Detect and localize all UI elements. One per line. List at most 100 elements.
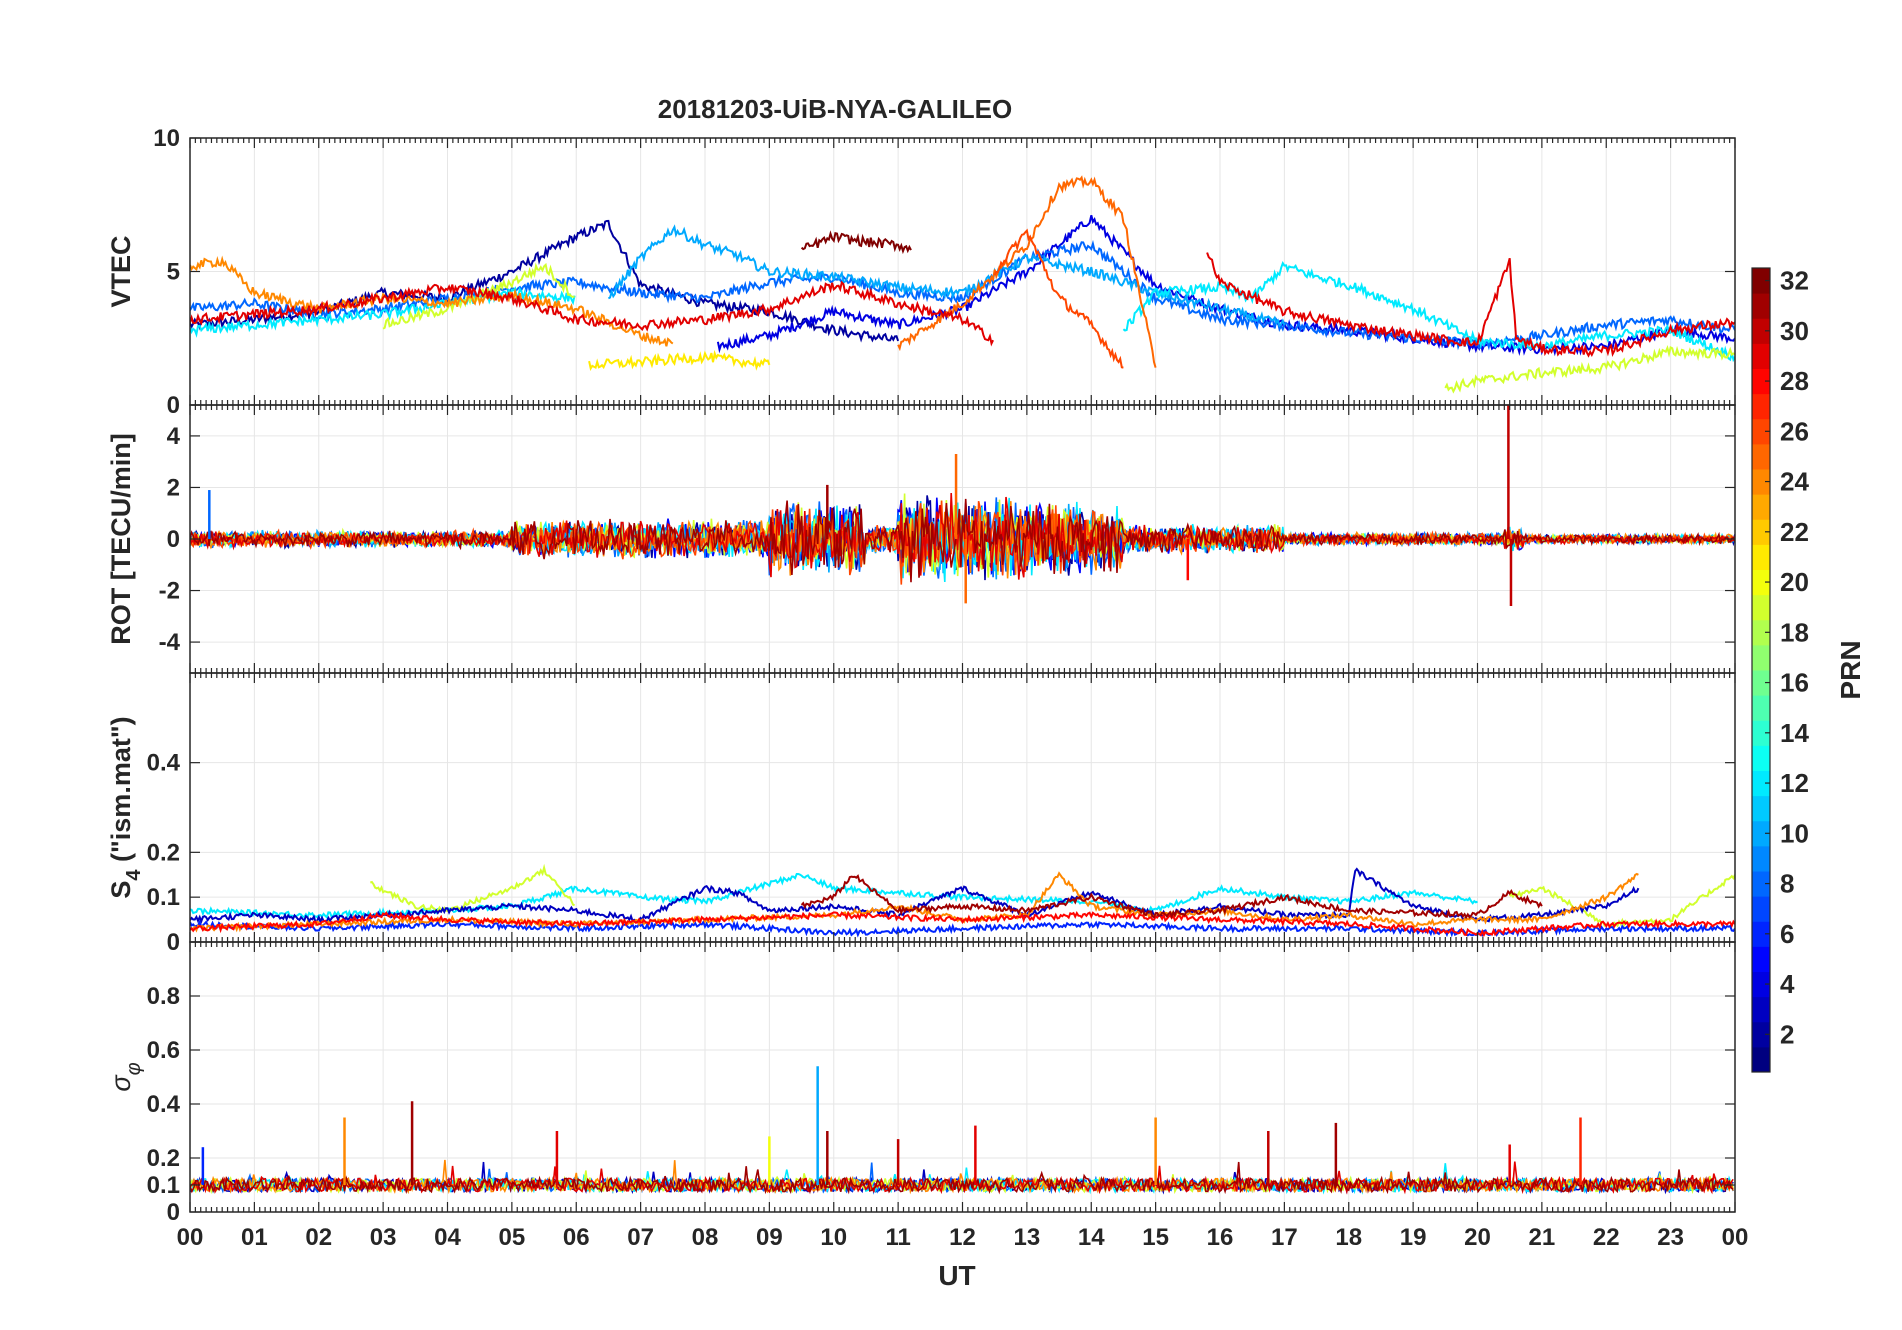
y-tick-label: 4	[167, 423, 181, 450]
x-tick-label: 07	[627, 1224, 654, 1251]
chart-title: 20181203-UiB-NYA-GALILEO	[658, 94, 1013, 124]
x-tick-label: 10	[820, 1224, 847, 1251]
colorbar-segment	[1752, 670, 1770, 696]
x-tick-label: 19	[1400, 1224, 1427, 1251]
series-prn-31	[190, 498, 1735, 583]
series-prn-31	[800, 874, 1543, 920]
colorbar-segment	[1752, 896, 1770, 922]
panel-rot-data	[190, 405, 1735, 606]
colorbar-tick-label: 12	[1780, 768, 1809, 798]
series-prn-10	[607, 224, 1286, 328]
y-tick-label: 0	[167, 392, 180, 419]
x-tick-label: 05	[499, 1224, 526, 1251]
colorbar-segment	[1752, 946, 1770, 972]
x-tick-label: 00	[1722, 1224, 1749, 1251]
colorbar-label: PRN	[1835, 640, 1866, 699]
series-prn-24	[190, 255, 674, 347]
colorbar-segment	[1752, 1046, 1770, 1073]
colorbar-tick-label: 32	[1780, 266, 1809, 296]
x-tick-label: 23	[1657, 1224, 1684, 1251]
series-prn-3	[190, 867, 1640, 925]
x-tick-label: 15	[1142, 1224, 1169, 1251]
colorbar-frame	[1751, 267, 1771, 1073]
x-tick-label: 17	[1271, 1224, 1298, 1251]
series-prn-19	[370, 863, 1735, 929]
series-prn-21	[588, 349, 771, 372]
colorbar-segment	[1752, 795, 1770, 822]
y-tick-label: 2	[167, 474, 180, 501]
y-tick-label: 0	[167, 526, 180, 553]
x-tick-label: 13	[1014, 1224, 1041, 1251]
y-tick-label: 0.1	[147, 884, 180, 911]
colorbar-tick-label: 4	[1780, 969, 1795, 999]
panel-s4: 0 0.1 0.2 0.4S4 ("ism.mat")	[106, 672, 1736, 956]
x-tick-label: 02	[305, 1224, 332, 1251]
colorbar-segment	[1752, 845, 1770, 872]
y-tick-label: 0.1	[147, 1172, 180, 1199]
colorbar-segment	[1752, 318, 1770, 344]
y-tick-label: 5	[167, 259, 180, 286]
series-prn-25	[897, 175, 1157, 368]
colorbar-segment	[1752, 820, 1770, 847]
y-tick-label: -4	[159, 629, 181, 656]
colorbar-segment	[1752, 494, 1770, 520]
colorbar-segment	[1752, 971, 1770, 998]
y-tick-label: 0	[167, 929, 180, 956]
x-tick-label: 14	[1078, 1224, 1105, 1251]
colorbar-segment	[1752, 343, 1770, 369]
colorbar-segment	[1752, 368, 1770, 395]
panel-rot-ylabel: ROT [TECU/min]	[106, 433, 136, 644]
y-tick-label: 0.2	[147, 1145, 180, 1172]
series-prn-12	[190, 873, 1478, 920]
colorbar-segment	[1752, 469, 1770, 495]
x-tick-label: 06	[563, 1224, 590, 1251]
colorbar-segment	[1752, 619, 1770, 646]
colorbar-segment	[1752, 393, 1770, 420]
colorbar-segment	[1752, 1021, 1770, 1048]
colorbar-segment	[1752, 519, 1770, 545]
colorbar-segment	[1752, 594, 1770, 621]
colorbar-tick-label: 18	[1780, 617, 1809, 647]
x-tick-label: 09	[756, 1224, 783, 1251]
y-tick-label: 10	[153, 125, 180, 152]
panel-sigma-ticks	[189, 942, 1736, 1213]
colorbar-tick-label: 20	[1780, 567, 1809, 597]
colorbar-tick-label: 8	[1780, 869, 1794, 899]
x-tick-label: 03	[370, 1224, 397, 1251]
colorbar-segment	[1752, 996, 1770, 1023]
x-tick-label: 04	[434, 1224, 461, 1251]
colorbar-segment	[1752, 443, 1770, 470]
x-tick-label: 11	[885, 1224, 910, 1251]
colorbar-tick-label: 22	[1780, 517, 1809, 547]
colorbar-segment	[1752, 293, 1770, 319]
panel-sigma-grid	[189, 942, 1736, 1213]
colorbar-segment	[1752, 871, 1770, 897]
y-tick-label: 0.4	[147, 750, 181, 777]
colorbar-tick-label: 6	[1780, 919, 1794, 949]
series-prn-31	[190, 1161, 1734, 1195]
colorbar-segment	[1752, 644, 1770, 671]
x-tick-label: 00	[177, 1224, 204, 1251]
colorbar-segment	[1752, 921, 1770, 947]
colorbar-tick-label: 16	[1780, 668, 1809, 698]
y-tick-label: 0.8	[147, 983, 180, 1010]
y-tick-label: 0.2	[147, 839, 180, 866]
panel-sigma: 00.10.2 0.4 0.6 0.8 σφ	[106, 941, 1736, 1226]
colorbar-segment	[1752, 745, 1770, 771]
colorbar-segment	[1752, 720, 1770, 746]
x-tick-label: 18	[1335, 1224, 1362, 1251]
x-tick-label: 22	[1593, 1224, 1620, 1251]
colorbar-tick-label: 2	[1780, 1019, 1794, 1049]
colorbar-segment	[1752, 268, 1770, 294]
colorbar-tick-label: 26	[1780, 416, 1809, 446]
colorbar-segment	[1752, 569, 1770, 596]
panel-rot-ticks	[189, 405, 1736, 673]
panel-sigma-data	[190, 1066, 1734, 1195]
x-axis-label: UT	[938, 1260, 975, 1291]
colorbar-tick-label: 24	[1780, 467, 1809, 497]
colorbar-segment	[1752, 695, 1770, 721]
